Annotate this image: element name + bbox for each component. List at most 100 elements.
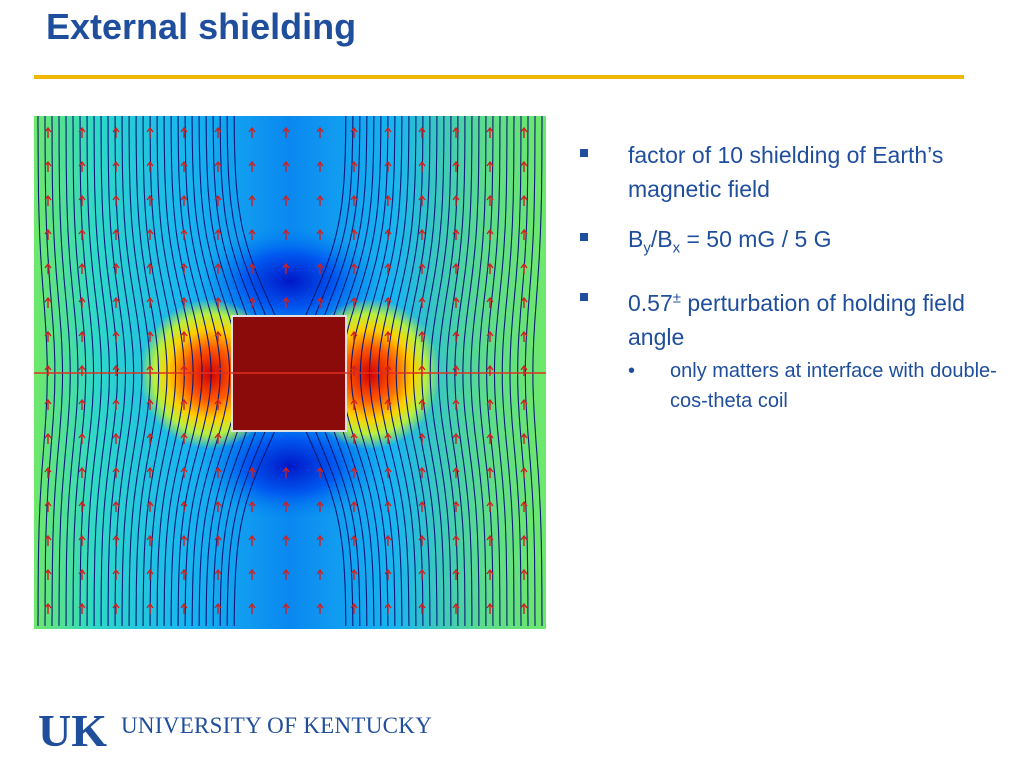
field-line <box>107 116 127 626</box>
field-arrow <box>180 534 188 546</box>
field-arrow <box>214 364 222 376</box>
field-arrow <box>214 160 222 172</box>
field-arrow <box>180 466 188 478</box>
field-arrow <box>452 602 460 614</box>
university-name: UNIVERSITY OF KENTUCKY <box>121 713 433 738</box>
field-arrow <box>384 432 392 444</box>
field-arrow <box>112 534 120 546</box>
uk-logo: UK <box>38 705 107 750</box>
field-arrow <box>44 364 52 376</box>
field-arrow <box>248 466 256 478</box>
field-arrow <box>486 364 494 376</box>
plus-minus-symbol: ± <box>672 289 681 307</box>
field-line <box>359 116 396 627</box>
field-arrow <box>350 126 358 138</box>
field-arrow <box>316 160 324 172</box>
field-arrow <box>146 194 154 206</box>
field-arrow <box>520 432 528 444</box>
field-arrow <box>44 194 52 206</box>
field-arrow <box>248 500 256 512</box>
field-line <box>395 116 424 626</box>
field-arrow <box>146 432 154 444</box>
field-arrow <box>78 534 86 546</box>
field-arrow <box>248 160 256 172</box>
field-line <box>517 116 529 626</box>
field-arrow <box>282 466 290 478</box>
field-arrow <box>350 466 358 478</box>
perturbation-text: perturbation of holding field angle <box>628 290 965 351</box>
field-arrow <box>418 228 426 240</box>
field-arrow <box>214 194 222 206</box>
field-line <box>79 116 95 627</box>
field-line <box>470 116 487 626</box>
uk-letters: UK <box>38 705 107 750</box>
field-arrow <box>248 194 256 206</box>
field-line <box>163 116 194 626</box>
b-symbol: B <box>628 226 644 252</box>
field-arrow <box>316 534 324 546</box>
field-arrow <box>316 466 324 478</box>
field-arrow <box>384 296 392 308</box>
field-arrow <box>316 194 324 206</box>
field-line <box>51 116 64 626</box>
field-arrow <box>112 126 120 138</box>
field-arrow <box>44 160 52 172</box>
field-arrow <box>282 262 290 274</box>
field-line <box>93 116 110 626</box>
field-arrow <box>146 602 154 614</box>
field-arrow <box>112 194 120 206</box>
field-arrow <box>418 160 426 172</box>
field-line <box>58 116 71 626</box>
field-arrow <box>78 500 86 512</box>
field-arrow <box>180 160 188 172</box>
field-arrow <box>316 602 324 614</box>
field-arrow <box>146 534 154 546</box>
field-arrow <box>214 228 222 240</box>
field-arrow <box>112 330 120 342</box>
field-line <box>184 116 221 627</box>
field-arrow <box>486 296 494 308</box>
field-line <box>478 116 494 627</box>
field-arrow <box>520 602 528 614</box>
field-arrow <box>452 466 460 478</box>
field-arrow <box>384 194 392 206</box>
field-line <box>44 116 56 626</box>
field-arrow <box>486 534 494 546</box>
field-arrow <box>384 262 392 274</box>
field-arrow <box>350 160 358 172</box>
field-arrow <box>520 262 528 274</box>
field-arrow <box>350 296 358 308</box>
field-line <box>501 116 515 627</box>
field-arrow <box>316 568 324 580</box>
field-arrow <box>146 398 154 410</box>
field-arrow <box>452 568 460 580</box>
field-line <box>524 116 536 626</box>
field-arrow <box>418 432 426 444</box>
field-arrow <box>486 160 494 172</box>
field-arrow <box>112 160 120 172</box>
field-arrow <box>452 126 460 138</box>
field-arrow <box>418 534 426 546</box>
field-arrow <box>316 126 324 138</box>
field-arrow <box>486 602 494 614</box>
field-arrow <box>486 262 494 274</box>
field-arrow <box>78 466 86 478</box>
sub-bullet-text: only matters at interface with double-co… <box>670 360 997 413</box>
field-arrow <box>214 296 222 308</box>
field-arrow <box>180 364 188 376</box>
field-arrow <box>384 534 392 546</box>
field-arrow <box>44 262 52 274</box>
field-arrow <box>452 364 460 376</box>
field-arrow <box>418 126 426 138</box>
field-line <box>170 116 203 626</box>
field-arrow <box>520 568 528 580</box>
field-arrow <box>112 398 120 410</box>
field-arrow <box>44 126 52 138</box>
field-arrow <box>452 262 460 274</box>
field-arrow <box>486 466 494 478</box>
field-arrow <box>520 160 528 172</box>
field-line <box>72 116 87 627</box>
field-arrow <box>384 602 392 614</box>
field-arrow <box>44 330 52 342</box>
field-arrow <box>180 126 188 138</box>
